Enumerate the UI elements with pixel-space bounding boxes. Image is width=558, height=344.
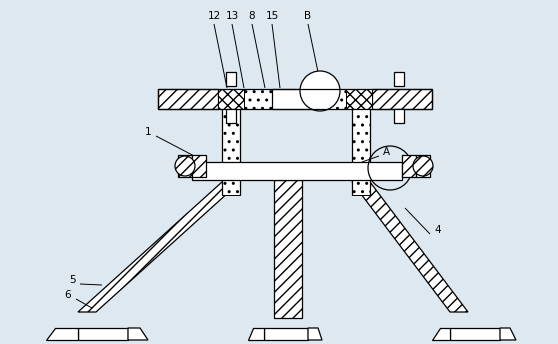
Bar: [394, 109, 404, 123]
Text: 1: 1: [145, 127, 151, 137]
Text: 12: 12: [208, 11, 220, 21]
Bar: [450, 328, 500, 340]
Text: 13: 13: [225, 11, 239, 21]
Bar: [416, 155, 430, 177]
Bar: [218, 89, 244, 109]
Bar: [226, 109, 236, 123]
Bar: [244, 89, 272, 109]
Polygon shape: [248, 328, 264, 340]
Bar: [222, 109, 240, 195]
Bar: [272, 89, 318, 109]
Bar: [318, 89, 346, 109]
Circle shape: [175, 156, 195, 176]
Text: 5: 5: [69, 275, 75, 285]
Bar: [192, 162, 402, 180]
Polygon shape: [308, 328, 322, 340]
Bar: [78, 328, 128, 340]
Bar: [192, 155, 206, 177]
Text: 6: 6: [65, 290, 71, 300]
Bar: [372, 89, 432, 109]
Bar: [264, 328, 308, 340]
Text: 15: 15: [266, 11, 278, 21]
Polygon shape: [78, 182, 240, 312]
Text: A: A: [382, 147, 389, 157]
Polygon shape: [46, 328, 78, 340]
Bar: [346, 89, 372, 109]
Bar: [402, 155, 416, 177]
Bar: [274, 180, 302, 318]
Polygon shape: [128, 328, 148, 340]
Text: B: B: [305, 11, 311, 21]
Polygon shape: [500, 328, 516, 340]
Bar: [178, 155, 192, 177]
Bar: [226, 72, 236, 86]
Bar: [352, 109, 370, 195]
Polygon shape: [352, 182, 468, 312]
Text: 4: 4: [435, 225, 441, 235]
Bar: [394, 72, 404, 86]
Bar: [158, 89, 218, 109]
Circle shape: [413, 156, 433, 176]
Bar: [158, 89, 432, 109]
Polygon shape: [432, 328, 450, 340]
Circle shape: [300, 71, 340, 111]
Text: 8: 8: [249, 11, 256, 21]
